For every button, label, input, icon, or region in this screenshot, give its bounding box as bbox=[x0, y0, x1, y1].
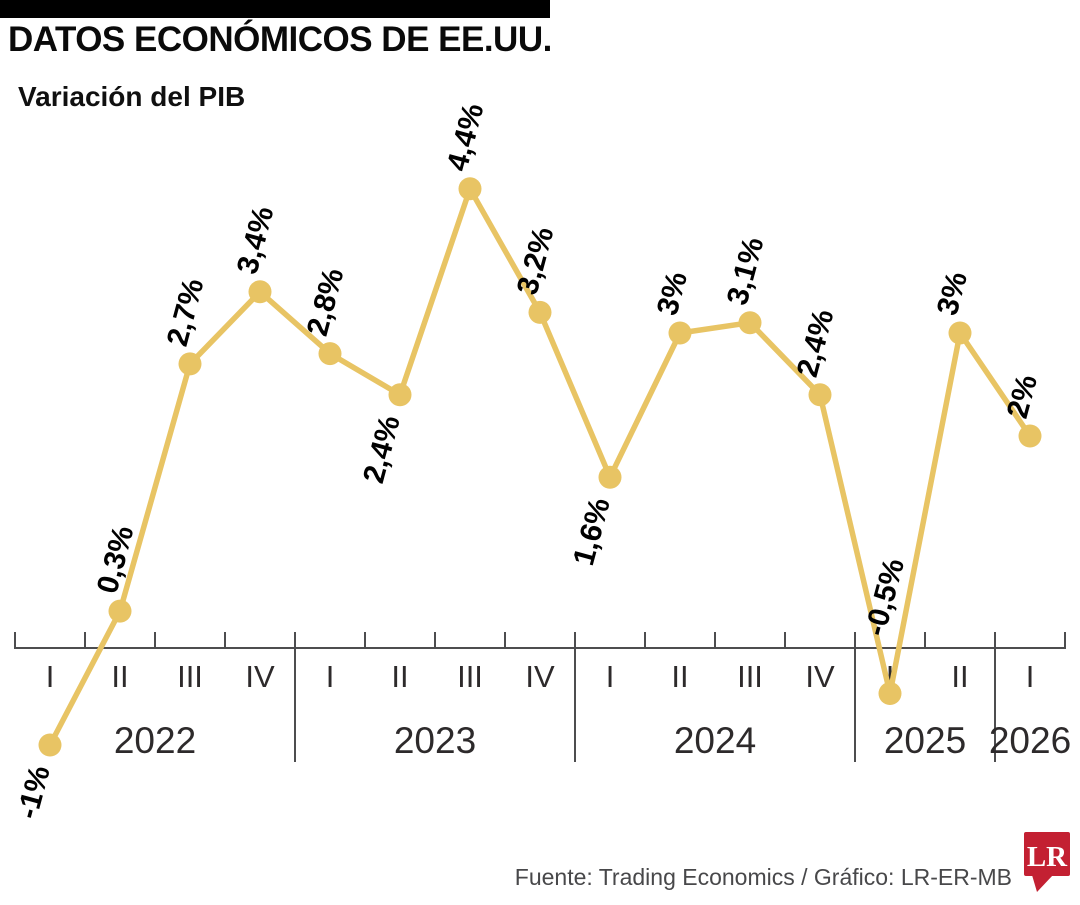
data-label-2025-II: 3% bbox=[931, 268, 974, 318]
quarter-label-2024-I: I bbox=[606, 659, 615, 694]
lr-logo-box bbox=[1024, 832, 1070, 876]
header-accent-bar bbox=[0, 0, 550, 18]
quarter-label-2024-III: III bbox=[737, 659, 763, 694]
lr-logo-text: LR bbox=[1027, 841, 1068, 873]
quarter-label-2025-II: II bbox=[951, 659, 968, 694]
quarter-label-2023-III: III bbox=[457, 659, 483, 694]
year-label-2025: 2025 bbox=[884, 720, 966, 761]
data-point-2024-IV bbox=[808, 383, 832, 407]
year-label-2024: 2024 bbox=[674, 720, 756, 761]
quarter-label-2022-III: III bbox=[177, 659, 203, 694]
data-point-2022-IV bbox=[248, 280, 272, 304]
data-point-2022-II bbox=[108, 599, 132, 623]
source-credit: Fuente: Trading Economics / Gráfico: LR-… bbox=[514, 864, 1012, 890]
data-label-2023-II: 2,4% bbox=[357, 412, 407, 487]
quarter-label-2025-I: I bbox=[886, 659, 895, 694]
data-label-2023-IV: 3,2% bbox=[511, 224, 561, 299]
quarter-label-2023-IV: IV bbox=[525, 659, 555, 694]
data-point-2024-III bbox=[738, 311, 762, 335]
data-label-2026-I: 2% bbox=[1001, 371, 1044, 421]
data-point-2025-II bbox=[948, 321, 972, 345]
data-point-2022-I bbox=[38, 733, 62, 757]
data-label-2024-I: 1,6% bbox=[567, 494, 617, 569]
quarter-label-2024-IV: IV bbox=[805, 659, 835, 694]
data-label-2022-I: -1% bbox=[11, 762, 57, 822]
data-label-2024-II: 3% bbox=[651, 268, 694, 318]
year-label-2023: 2023 bbox=[394, 720, 476, 761]
data-point-2023-IV bbox=[528, 300, 552, 324]
data-point-2024-II bbox=[668, 321, 692, 345]
quarter-label-2022-II: II bbox=[111, 659, 128, 694]
data-label-2022-IV: 3,4% bbox=[231, 203, 281, 278]
lr-logo: LR bbox=[1024, 832, 1070, 892]
data-label-2024-III: 3,1% bbox=[721, 234, 771, 309]
chart-title: Variación del PIB bbox=[18, 81, 246, 112]
data-label-2024-IV: 2,4% bbox=[791, 306, 841, 381]
quarter-label-2023-I: I bbox=[326, 659, 335, 694]
quarter-label-2026-I: I bbox=[1026, 659, 1035, 694]
data-label-2023-I: 2,8% bbox=[301, 265, 351, 340]
quarter-label-2023-II: II bbox=[391, 659, 408, 694]
lr-logo-tail bbox=[1032, 875, 1053, 892]
year-label-2026: 2026 bbox=[989, 720, 1071, 761]
page-title: DATOS ECONÓMICOS DE EE.UU. bbox=[8, 20, 552, 59]
data-point-2022-III bbox=[178, 352, 202, 376]
data-point-2024-I bbox=[598, 465, 622, 489]
data-point-2023-I bbox=[318, 342, 342, 366]
data-point-2023-II bbox=[388, 383, 412, 407]
data-point-2023-III bbox=[458, 177, 482, 201]
data-label-2023-III: 4,4% bbox=[441, 100, 491, 175]
data-point-2026-I bbox=[1018, 424, 1042, 448]
year-label-2022: 2022 bbox=[114, 720, 196, 761]
data-point-2025-I bbox=[878, 682, 902, 705]
quarter-label-2022-IV: IV bbox=[245, 659, 275, 694]
data-label-2022-III: 2,7% bbox=[161, 275, 211, 350]
quarter-label-2024-II: II bbox=[671, 659, 688, 694]
quarter-label-2022-I: I bbox=[46, 659, 55, 694]
